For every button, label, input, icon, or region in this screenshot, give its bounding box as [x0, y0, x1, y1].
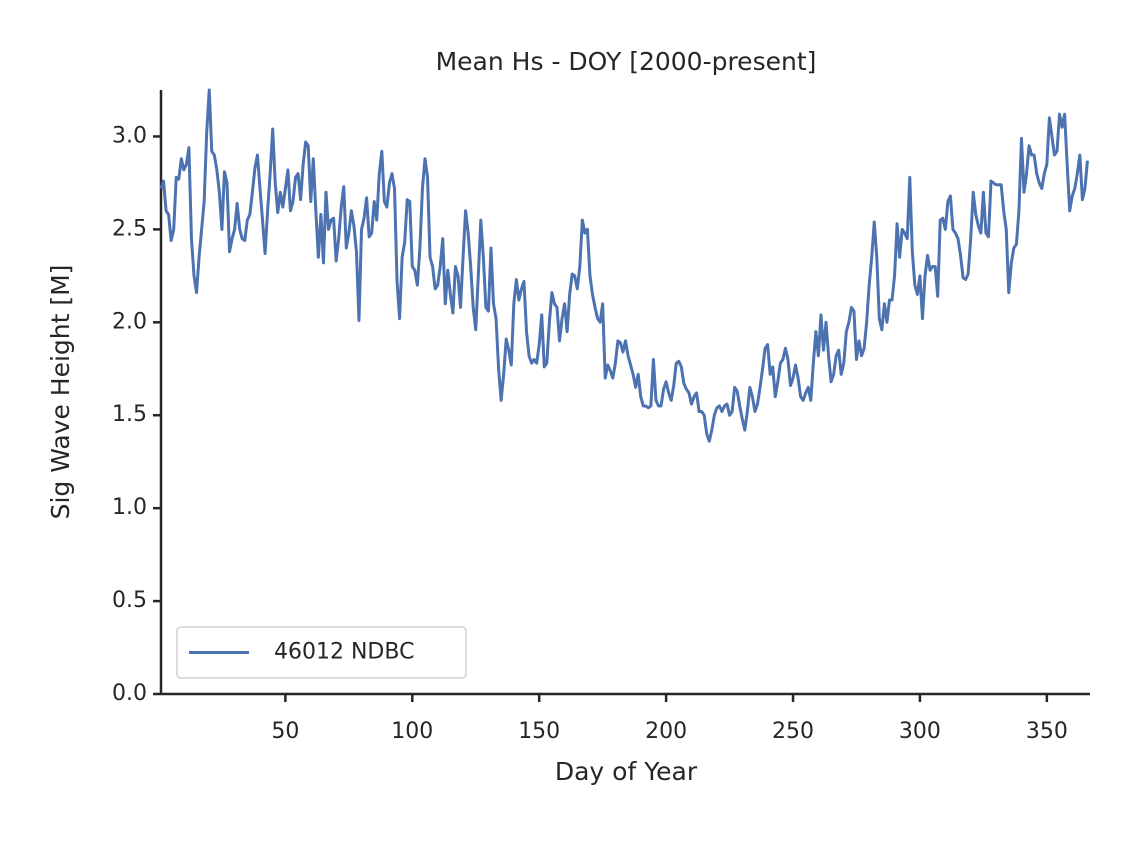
- y-axis-label: Sig Wave Height [M]: [46, 265, 75, 520]
- y-tick-label: 1.5: [112, 402, 147, 427]
- x-tick-label: 250: [772, 719, 814, 744]
- x-tick-label: 50: [271, 719, 299, 744]
- x-tick-label: 100: [391, 719, 433, 744]
- y-tick-label: 2.5: [112, 216, 147, 241]
- x-tick-label: 200: [645, 719, 687, 744]
- x-tick-label: 350: [1026, 719, 1068, 744]
- y-tick-label: 0.0: [112, 681, 147, 706]
- x-tick-label: 150: [518, 719, 560, 744]
- legend-label: 46012 NDBC: [274, 640, 414, 665]
- x-axis-label: Day of Year: [555, 757, 698, 786]
- y-tick-label: 0.5: [112, 588, 147, 613]
- y-tick-label: 1.0: [112, 495, 147, 520]
- legend: 46012 NDBC: [176, 626, 467, 679]
- series-line: [159, 88, 1089, 443]
- x-tick-label: 300: [899, 719, 941, 744]
- legend-box: [176, 626, 467, 679]
- y-tick-label: 3.0: [112, 123, 147, 148]
- chart-title: Mean Hs - DOY [2000-present]: [436, 47, 817, 76]
- y-tick-label: 2.0: [112, 309, 147, 334]
